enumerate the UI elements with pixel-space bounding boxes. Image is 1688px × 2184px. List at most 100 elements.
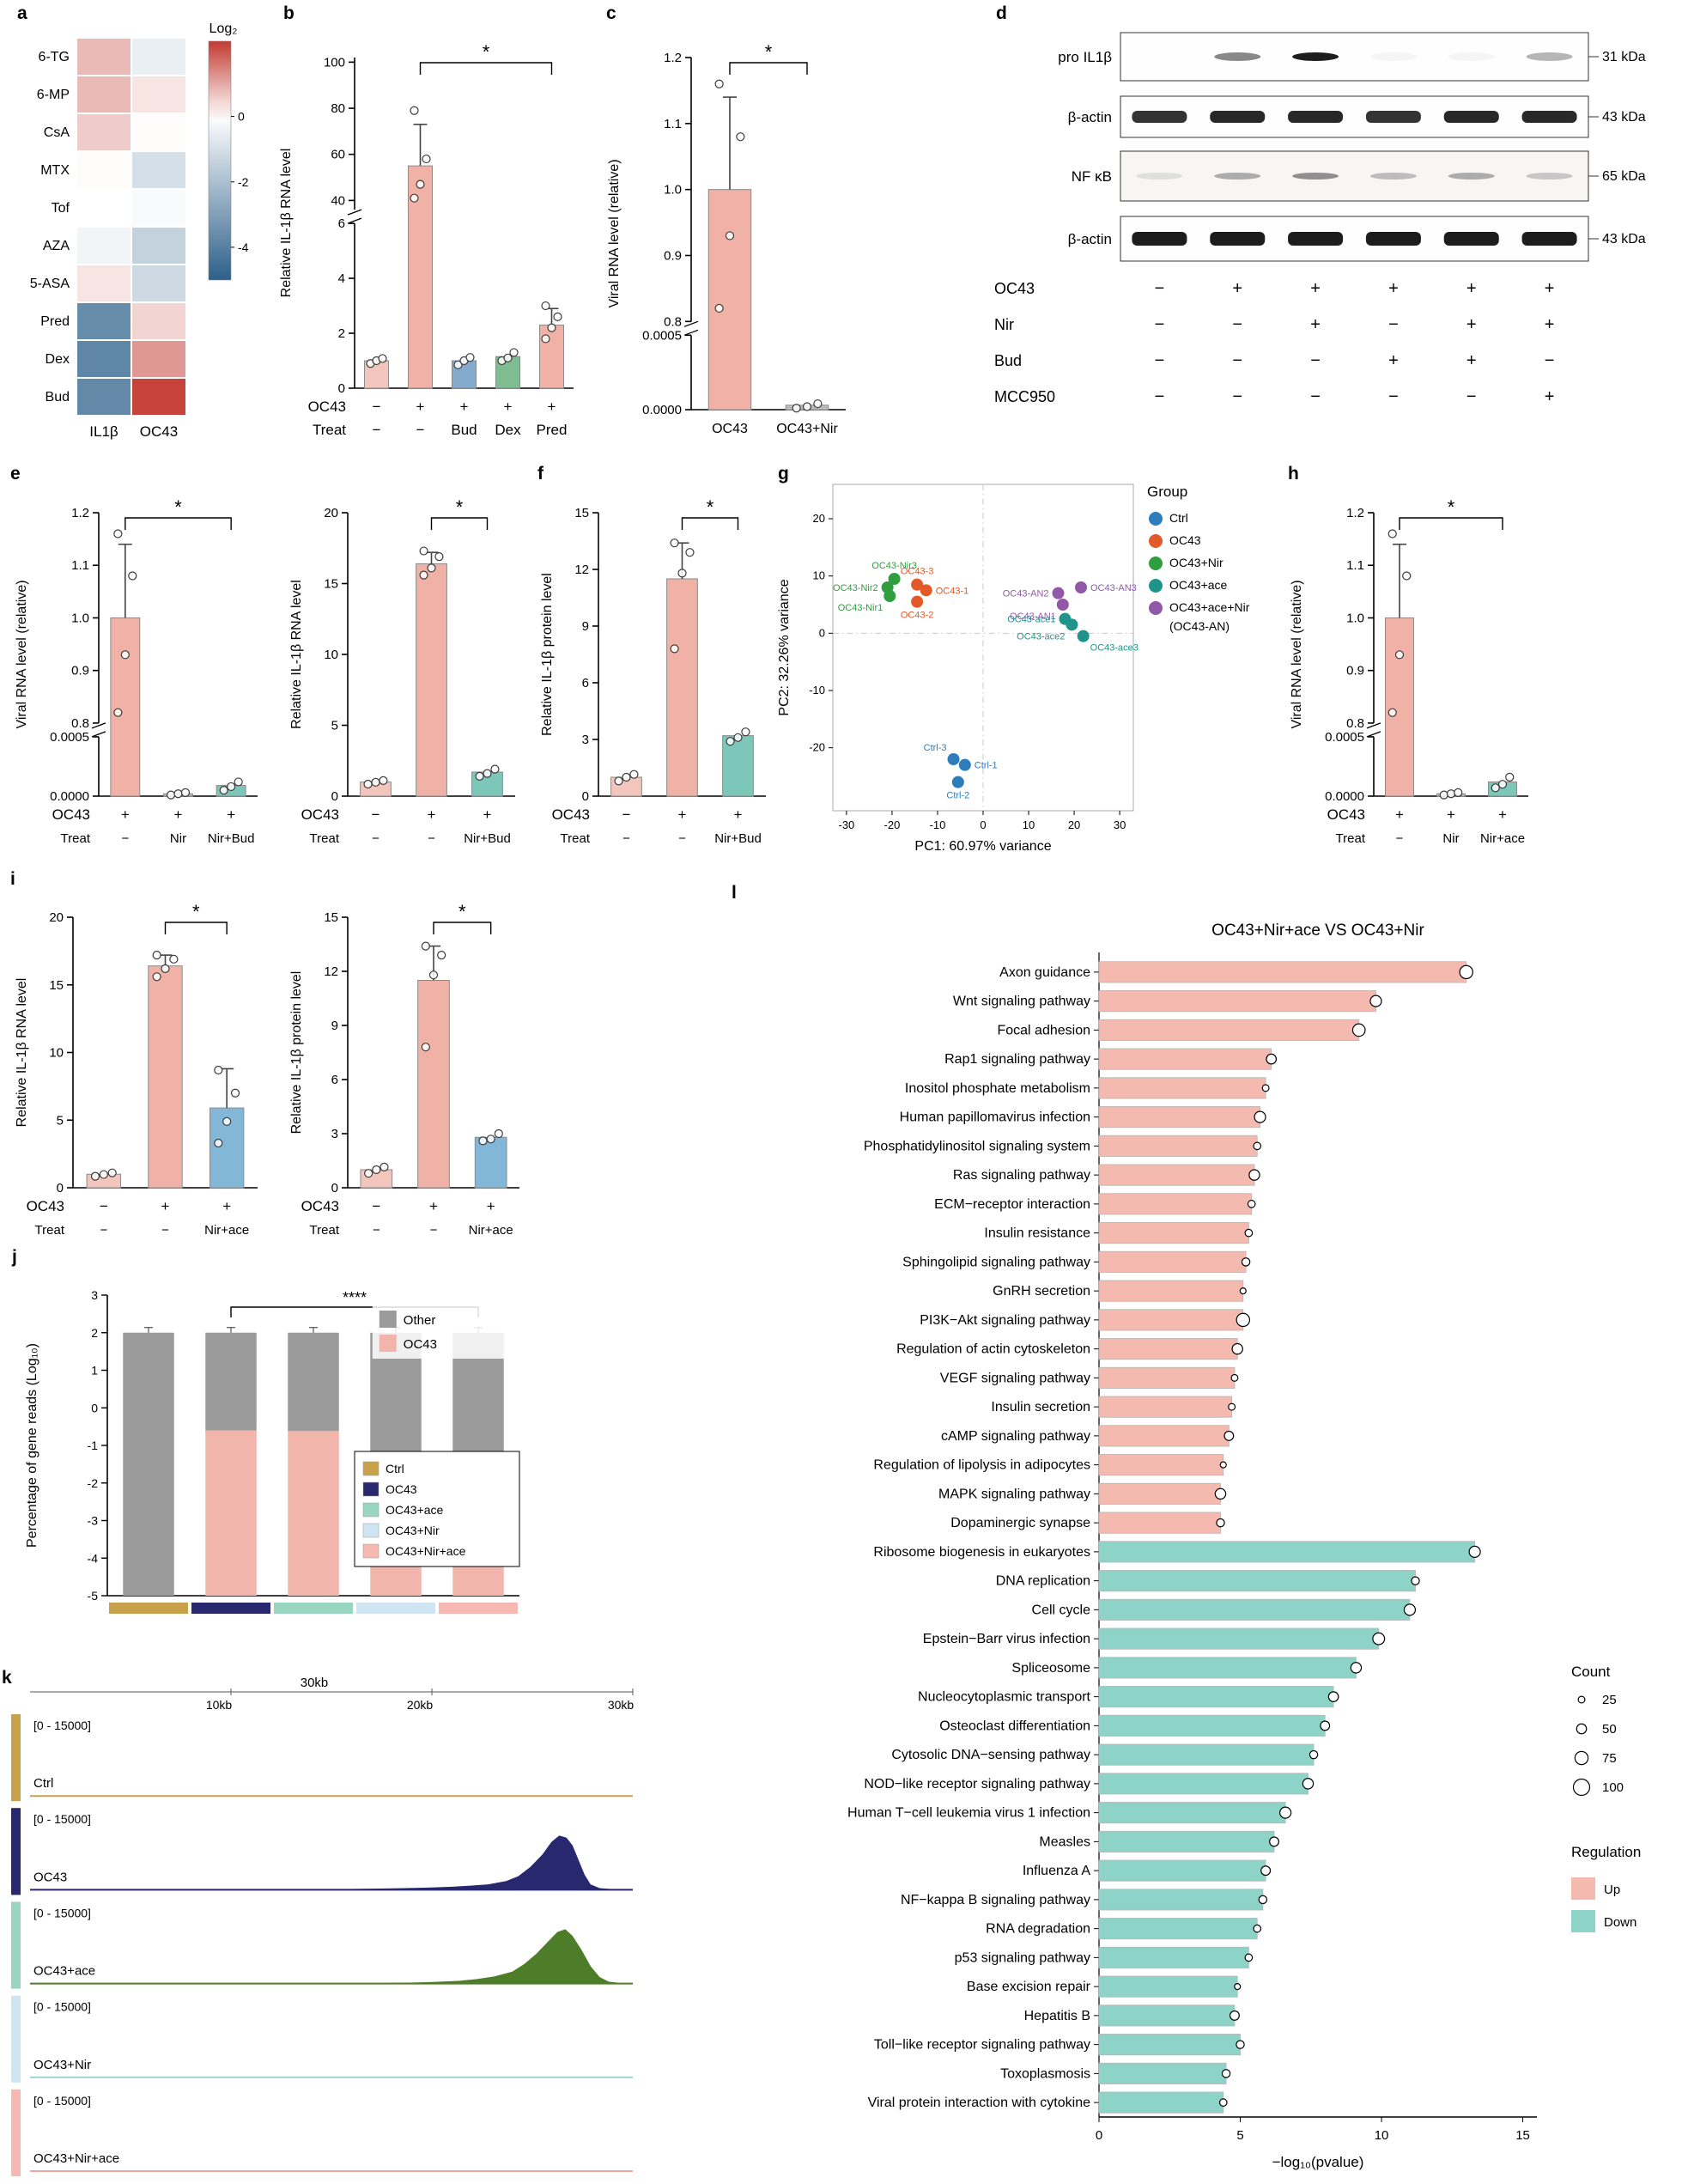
svg-text:*: * <box>192 901 200 922</box>
svg-text:1.2: 1.2 <box>71 506 89 520</box>
panel-i-il1b-protein-bar-chart: 0 3 6 9 12 15 * OC43 − + + Treat − − Nir+ace Relative I… <box>283 883 532 1256</box>
panel-h-viral-rna-bar-chart: 0.0000 0.0005 0.8 0.9 1.0 1.1 1.2 * OC43 + + + Treat… <box>1284 474 1541 865</box>
svg-text:+: + <box>1388 279 1399 298</box>
svg-text:Pred: Pred <box>537 422 568 438</box>
svg-text:OC43+ace+Nir: OC43+ace+Nir <box>1169 600 1250 614</box>
svg-text:−: − <box>1310 387 1321 406</box>
svg-text:OC43: OC43 <box>140 423 178 440</box>
svg-text:Bud: Bud <box>451 422 477 438</box>
svg-text:-2: -2 <box>88 1476 99 1490</box>
svg-text:-1: -1 <box>88 1439 99 1452</box>
svg-text:+: + <box>1310 315 1321 334</box>
svg-text:Influenza A: Influenza A <box>1023 1864 1091 1878</box>
svg-text:Treat: Treat <box>61 831 91 846</box>
svg-text:Viral RNA level (relative): Viral RNA level (relative) <box>607 159 622 307</box>
svg-text:20: 20 <box>49 910 64 925</box>
svg-text:Nir: Nir <box>1442 831 1459 846</box>
svg-text:30: 30 <box>1114 818 1126 831</box>
svg-text:−: − <box>1388 387 1399 406</box>
svg-text:+: + <box>1447 806 1455 823</box>
svg-text:3: 3 <box>582 733 589 747</box>
svg-text:-2: -2 <box>238 175 249 189</box>
svg-text:Ctrl: Ctrl <box>33 1776 53 1791</box>
svg-text:-20: -20 <box>884 818 901 831</box>
panel-a-letter: a <box>17 3 27 23</box>
svg-text:-10: -10 <box>930 818 946 831</box>
panel-b-letter: b <box>283 3 294 23</box>
panel-i-il1b-rna-bar-chart: 0 5 10 15 20 * OC43 − + + Treat − − Nir+ace Relative I… <box>9 883 270 1256</box>
svg-text:pro IL1β: pro IL1β <box>1058 49 1112 65</box>
panel-b-il1b-rna-bar-chart: 0 2 4 6 40 60 80 100 * OC43 − + + + + Treat − − Bud Dex Pred… <box>273 10 591 457</box>
svg-text:0: 0 <box>331 789 338 804</box>
svg-text:Axon guidance: Axon guidance <box>999 965 1090 980</box>
svg-text:Phosphatidylinositol signaling: Phosphatidylinositol signaling system <box>864 1139 1090 1153</box>
svg-text:Viral protein interaction with: Viral protein interaction with cytokine <box>868 2096 1090 2110</box>
svg-text:OC43-Nir2: OC43-Nir2 <box>833 583 878 593</box>
svg-text:OC43+Nir: OC43+Nir <box>1169 556 1223 569</box>
svg-text:OC43+ace: OC43+ace <box>386 1503 444 1517</box>
svg-text:+: + <box>227 806 235 823</box>
svg-text:15: 15 <box>324 577 338 592</box>
svg-text:+: + <box>428 806 436 823</box>
panel-j-gene-reads-stacked-chart: 3 2 1 0 -1 -2 -3 -4 -5 **** Other OC43 Ctrl OC43 OC43+… <box>17 1261 532 1673</box>
svg-text:6: 6 <box>338 216 345 231</box>
svg-text:Viral RNA level (relative): Viral RNA level (relative) <box>1290 580 1304 728</box>
svg-text:10: 10 <box>1023 818 1035 831</box>
svg-text:OC43+ace: OC43+ace <box>1169 578 1228 592</box>
panel-k-genome-coverage-tracks: 30kb 10kb 20kb 30kb [0 - 15000] Ctrl [0 - 1500… <box>4 1675 640 2184</box>
svg-text:Base excision repair: Base excision repair <box>967 1980 1091 1994</box>
svg-text:Hepatitis B: Hepatitis B <box>1024 2009 1090 2023</box>
svg-text:−: − <box>428 831 435 846</box>
svg-text:0.0000: 0.0000 <box>642 403 682 417</box>
svg-text:(OC43-AN): (OC43-AN) <box>1169 619 1230 633</box>
svg-text:Inositol phosphate metabolism: Inositol phosphate metabolism <box>905 1081 1090 1096</box>
svg-text:0.8: 0.8 <box>664 314 682 329</box>
svg-text:Insulin resistance: Insulin resistance <box>984 1226 1090 1241</box>
svg-text:*: * <box>765 41 773 63</box>
svg-text:Group: Group <box>1147 484 1187 500</box>
svg-text:-30: -30 <box>839 818 855 831</box>
svg-text:Ctrl-1: Ctrl-1 <box>975 761 998 771</box>
panel-i-letter: i <box>10 869 15 889</box>
svg-text:PC2: 32.26% variance: PC2: 32.26% variance <box>777 579 792 715</box>
svg-text:RNA degradation: RNA degradation <box>986 1922 1090 1937</box>
svg-text:Pred: Pred <box>40 314 70 329</box>
svg-text:100: 100 <box>324 55 345 70</box>
svg-text:3: 3 <box>91 1288 98 1302</box>
svg-text:OC43-3: OC43-3 <box>901 567 934 577</box>
svg-text:Tof: Tof <box>52 201 70 216</box>
svg-text:−: − <box>372 831 379 846</box>
svg-text:OC43-ace2: OC43-ace2 <box>1017 631 1065 642</box>
svg-text:β-actin: β-actin <box>1068 109 1112 125</box>
svg-text:Other: Other <box>404 1313 436 1328</box>
svg-text:Nir: Nir <box>994 316 1014 333</box>
svg-text:5: 5 <box>1236 2128 1243 2143</box>
svg-text:+: + <box>222 1198 231 1214</box>
svg-text:6-MP: 6-MP <box>37 88 70 102</box>
svg-text:Cell cycle: Cell cycle <box>1032 1603 1091 1617</box>
svg-text:5-ASA: 5-ASA <box>30 277 70 291</box>
svg-text:4: 4 <box>338 271 345 286</box>
panel-a-drug-heatmap: 6-TG 6-MP CsA MTX Tof AZA 5-ASA Pred Dex Bud IL1β O… <box>13 15 270 458</box>
svg-text:Dex: Dex <box>46 352 70 367</box>
svg-text:*: * <box>458 901 466 922</box>
svg-text:Nir+Bud: Nir+Bud <box>208 831 255 846</box>
svg-text:0: 0 <box>338 381 345 396</box>
svg-text:0.0005: 0.0005 <box>1325 730 1364 745</box>
svg-text:[0 - 15000]: [0 - 15000] <box>33 1906 91 1919</box>
svg-text:PC1: 60.97% variance: PC1: 60.97% variance <box>914 839 1051 854</box>
svg-text:0.9: 0.9 <box>71 664 89 678</box>
svg-text:OC43-ace1: OC43-ace1 <box>1007 615 1055 625</box>
panel-f-il1b-protein-bar-chart: 0 3 6 9 12 15 * OC43 − + + Treat − − Nir+Bud Relative I… <box>534 474 779 865</box>
svg-text:-4: -4 <box>88 1551 99 1565</box>
svg-text:OC43: OC43 <box>404 1337 437 1352</box>
svg-text:Nir+ace: Nir+ace <box>204 1223 249 1238</box>
svg-text:OC43-2: OC43-2 <box>901 611 934 621</box>
svg-text:OC43+Nir+ace: OC43+Nir+ace <box>386 1544 466 1558</box>
svg-text:−: − <box>622 831 630 846</box>
svg-text:Viral RNA level (relative): Viral RNA level (relative) <box>15 580 29 728</box>
svg-text:Down: Down <box>1604 1915 1636 1930</box>
svg-text:+: + <box>1466 351 1477 370</box>
svg-text:+: + <box>1388 351 1399 370</box>
svg-text:0: 0 <box>91 1401 98 1414</box>
